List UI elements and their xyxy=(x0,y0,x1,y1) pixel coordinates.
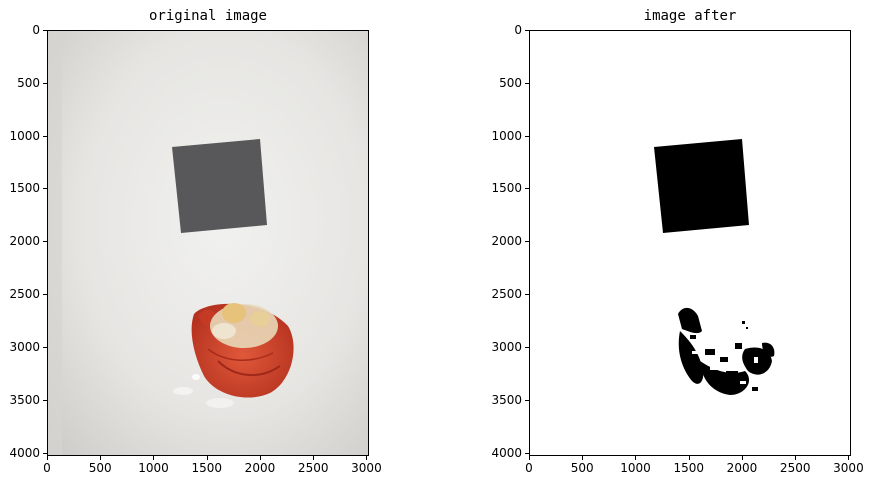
shrimp xyxy=(191,303,294,398)
gray-card xyxy=(172,139,267,233)
y-tick-mark xyxy=(43,135,47,137)
x-tick-mark xyxy=(582,456,584,460)
y-tick-mark xyxy=(43,241,47,243)
binary-shrimp-gaps xyxy=(692,351,758,384)
y-tick-label: 1000 xyxy=(9,128,40,143)
x-tick-label: 1500 xyxy=(191,461,222,475)
binary-image xyxy=(530,31,850,455)
x-tick-label: 1000 xyxy=(620,461,651,475)
y-tick-mark xyxy=(525,188,529,190)
y-tick-label: 2000 xyxy=(491,234,522,249)
x-tick-mark xyxy=(688,456,690,460)
y-tick-label: 1500 xyxy=(9,181,40,196)
x-tick-label: 1000 xyxy=(138,461,169,475)
x-tick-label: 2000 xyxy=(726,461,758,475)
x-tick-label: 2500 xyxy=(779,461,811,475)
x-tick-label: 0 xyxy=(525,461,533,475)
x-tick-mark xyxy=(153,456,155,460)
x-tick-mark xyxy=(47,456,48,460)
y-tick-mark xyxy=(525,241,529,243)
y-tick-label: 500 xyxy=(499,75,522,90)
original-image-plot xyxy=(47,30,369,456)
x-tick-mark xyxy=(206,456,208,460)
y-tick-label: 0 xyxy=(32,23,40,37)
y-tick-mark xyxy=(525,399,529,401)
x-tick-label: 500 xyxy=(88,461,112,475)
y-tick-mark xyxy=(43,30,47,31)
x-tick-label: 2500 xyxy=(297,461,329,475)
original-photo xyxy=(48,31,368,455)
x-tick-mark xyxy=(848,456,850,460)
x-tick-label: 1500 xyxy=(673,461,704,475)
y-tick-label: 2000 xyxy=(9,234,40,249)
y-tick-label: 3500 xyxy=(9,392,40,407)
y-tick-mark xyxy=(525,452,529,454)
y-tick-label: 4000 xyxy=(9,445,40,460)
photo-background xyxy=(48,31,368,455)
y-tick-mark xyxy=(525,30,529,31)
binary-card xyxy=(654,139,749,233)
x-tick-mark xyxy=(366,456,368,460)
x-tick-label: 3000 xyxy=(833,461,864,475)
binary-shrimp xyxy=(678,307,775,395)
x-tick-label: 3000 xyxy=(351,461,382,475)
y-tick-mark xyxy=(43,188,47,190)
x-tick-mark xyxy=(795,456,797,460)
original-image-title: original image xyxy=(148,8,267,24)
y-tick-label: 2500 xyxy=(9,287,40,302)
y-tick-label: 3500 xyxy=(491,392,522,407)
x-tick-label: 500 xyxy=(570,461,594,475)
image-after-title: image after xyxy=(643,8,737,24)
y-tick-mark xyxy=(525,135,529,137)
x-tick-mark xyxy=(529,456,530,460)
y-tick-mark xyxy=(525,82,529,84)
y-tick-mark xyxy=(43,452,47,454)
y-tick-mark xyxy=(43,346,47,348)
x-tick-label: 2000 xyxy=(244,461,276,475)
y-tick-mark xyxy=(43,82,47,84)
y-tick-mark xyxy=(525,346,529,348)
x-tick-label: 0 xyxy=(43,461,51,475)
image-after-plot xyxy=(529,30,851,456)
y-tick-label: 3000 xyxy=(9,339,40,354)
y-tick-mark xyxy=(43,399,47,401)
y-tick-label: 500 xyxy=(17,75,40,90)
y-tick-label: 0 xyxy=(514,23,522,37)
y-tick-mark xyxy=(43,294,47,296)
x-tick-mark xyxy=(100,456,102,460)
x-tick-mark xyxy=(635,456,637,460)
x-tick-mark xyxy=(741,456,743,460)
y-tick-label: 4000 xyxy=(491,445,522,460)
x-tick-mark xyxy=(313,456,315,460)
y-tick-label: 1500 xyxy=(491,181,522,196)
y-tick-mark xyxy=(525,294,529,296)
y-tick-label: 2500 xyxy=(491,287,522,302)
y-tick-label: 3000 xyxy=(491,339,522,354)
y-tick-label: 1000 xyxy=(491,128,522,143)
x-tick-mark xyxy=(259,456,261,460)
